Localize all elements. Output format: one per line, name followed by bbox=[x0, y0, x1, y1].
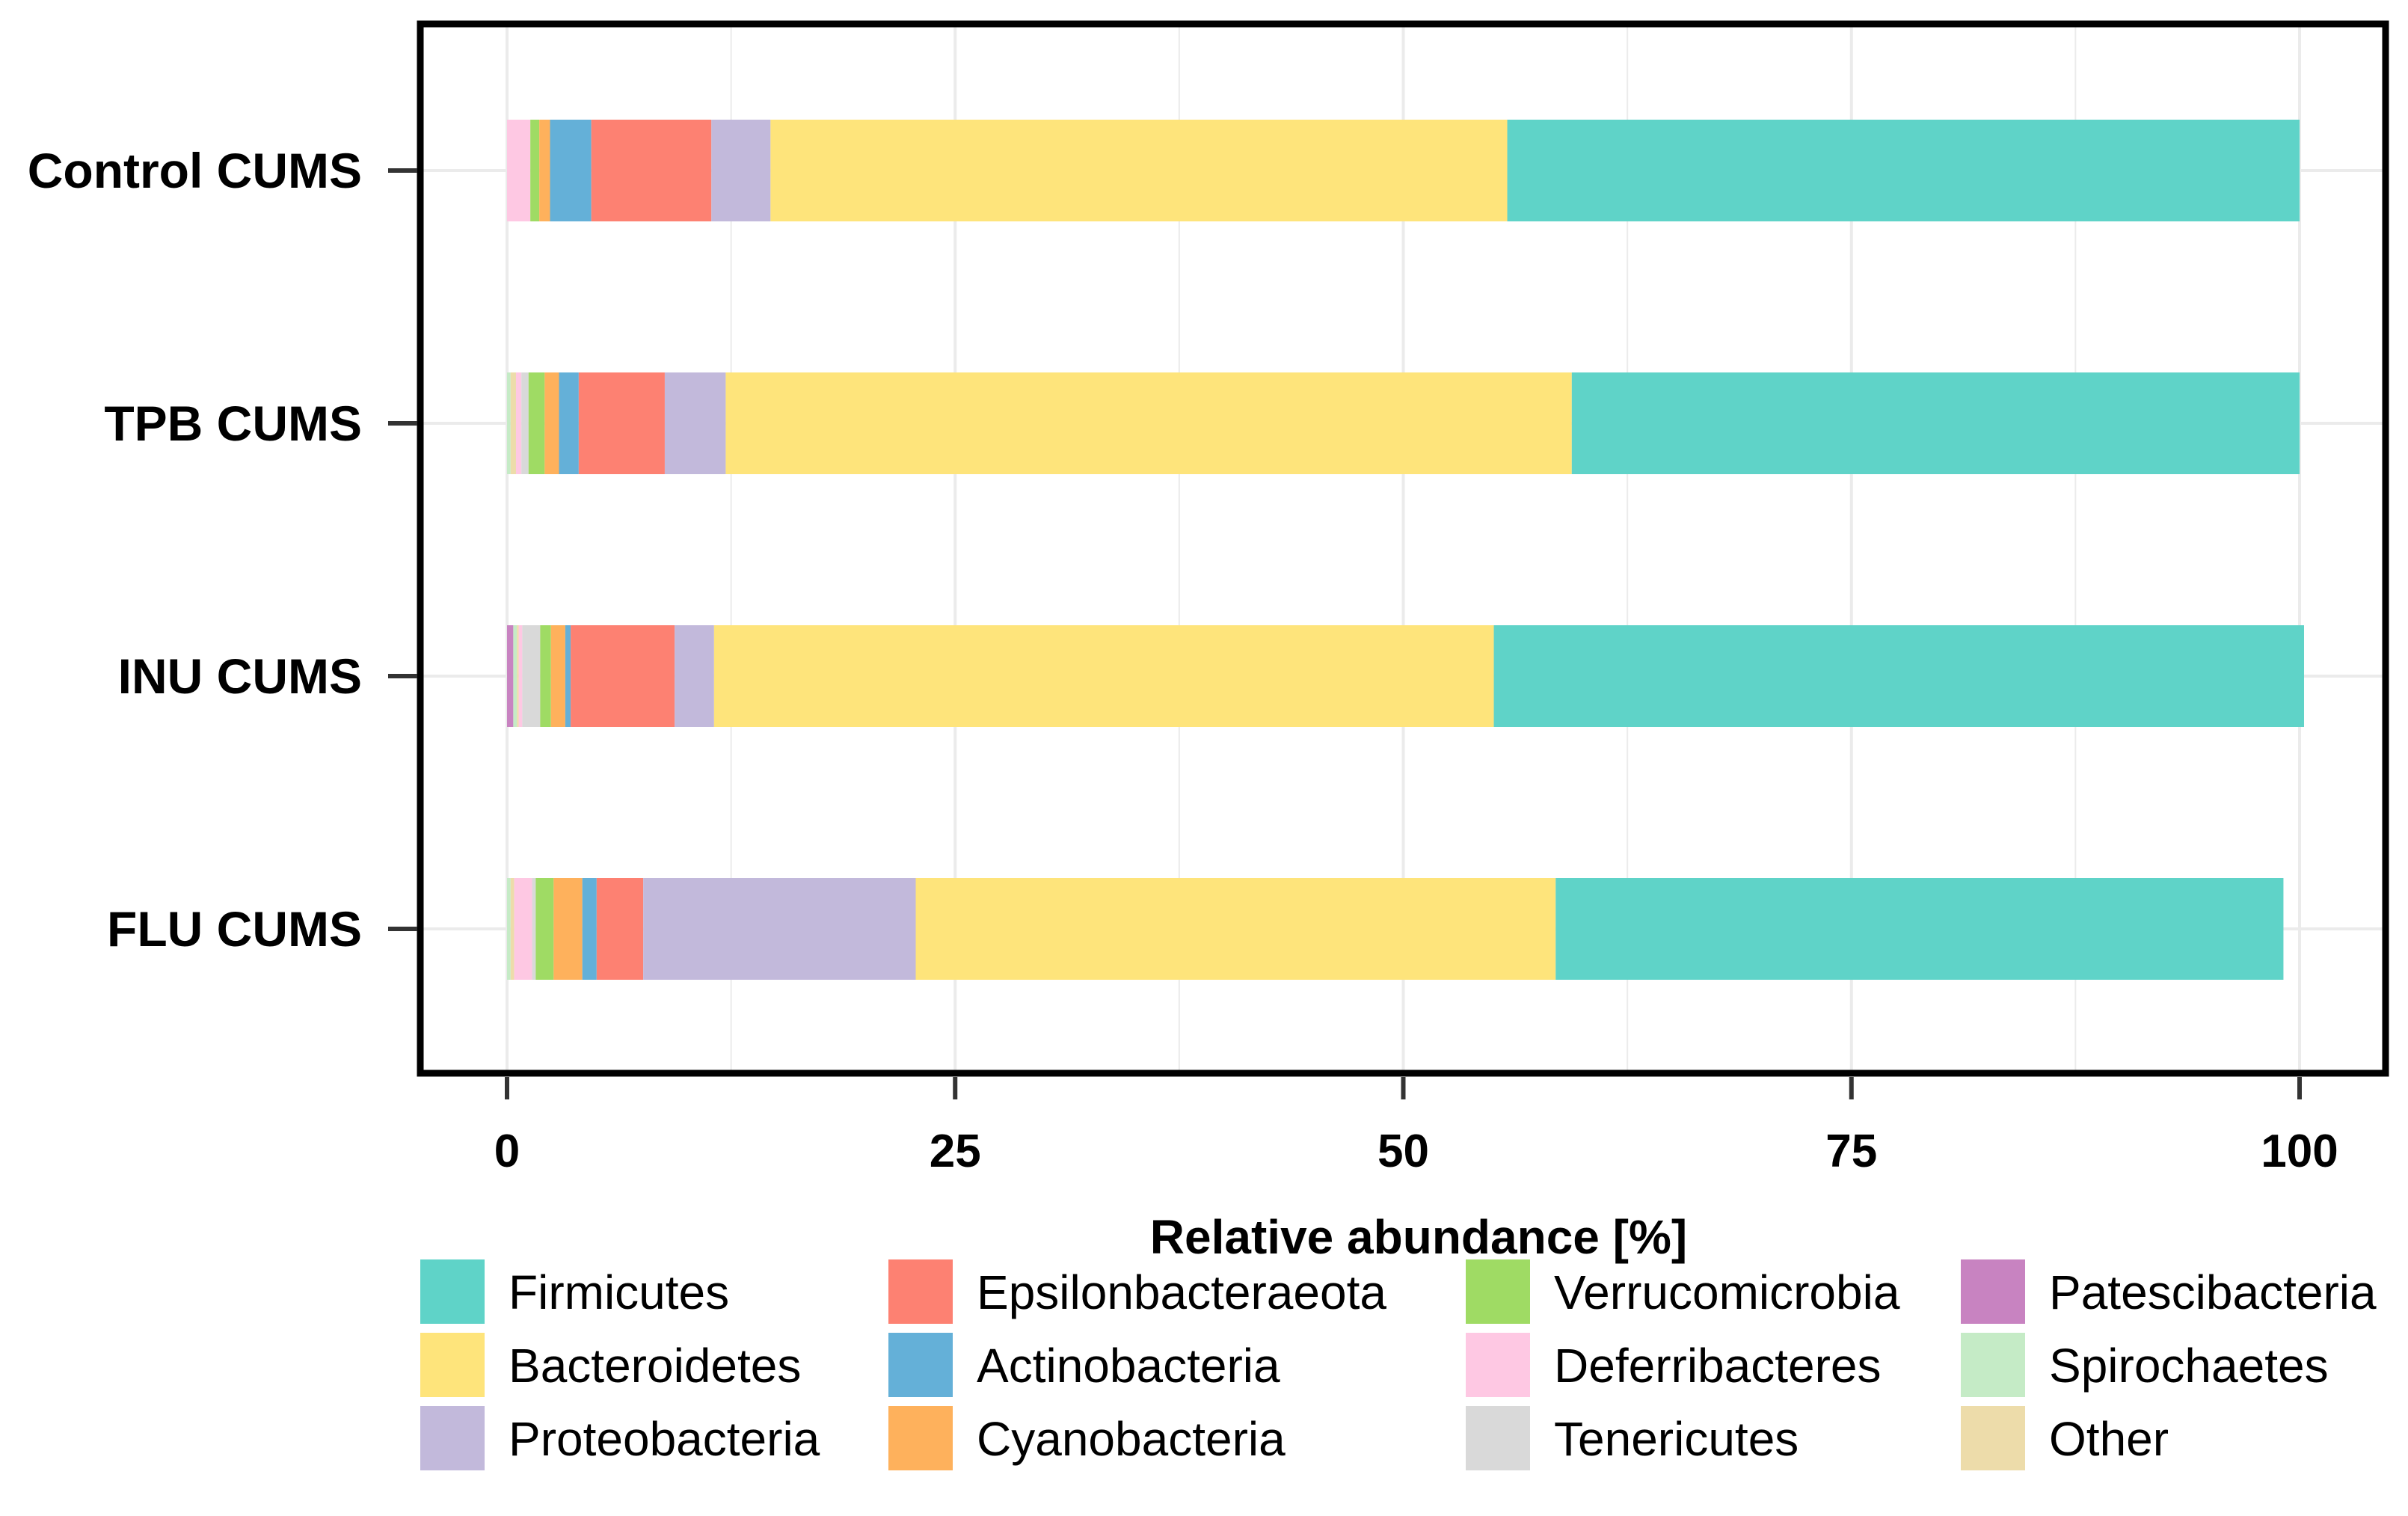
bar-segment-deferribacteres bbox=[518, 625, 523, 727]
bar-group-control-cums bbox=[507, 120, 2300, 221]
legend-item-cyanobacteria: Cyanobacteria bbox=[888, 1406, 1286, 1470]
bar-segment-verrucomicrobia bbox=[540, 625, 551, 727]
bar-segment-bacteroidetes bbox=[725, 372, 1572, 474]
legend-item-verrucomicrobia: Verrucomicrobia bbox=[1466, 1259, 1900, 1324]
bar-segment-other bbox=[510, 372, 516, 474]
bar-segment-cyanobacteria bbox=[539, 120, 550, 221]
legend-label: Deferribacteres bbox=[1554, 1339, 1882, 1393]
bar-segment-firmicutes bbox=[1507, 120, 2300, 221]
bars bbox=[507, 120, 2304, 980]
bar-group-tpb-cums bbox=[507, 372, 2300, 474]
bar-segment-proteobacteria bbox=[711, 120, 771, 221]
legend-label: Proteobacteria bbox=[509, 1412, 820, 1466]
legend-swatch bbox=[420, 1333, 485, 1397]
bar-segment-spirochaetes bbox=[507, 878, 511, 980]
legend-swatch bbox=[1961, 1259, 2025, 1324]
bar-segment-actinobacteria bbox=[565, 625, 571, 727]
legend-label: Cyanobacteria bbox=[977, 1412, 1286, 1466]
bar-segment-firmicutes bbox=[1493, 625, 2304, 727]
x-axis-title: Relative abundance [%] bbox=[1150, 1210, 1687, 1264]
y-tick-label: FLU CUMS bbox=[107, 901, 362, 957]
y-tick-label: Control CUMS bbox=[28, 143, 362, 198]
bar-segment-actinobacteria bbox=[550, 120, 592, 221]
bar-segment-firmicutes bbox=[1571, 372, 2300, 474]
x-tick-label: 0 bbox=[494, 1126, 520, 1177]
legend-item-proteobacteria: Proteobacteria bbox=[420, 1406, 820, 1470]
bar-segment-tenericutes bbox=[521, 372, 529, 474]
bar-segment-tenericutes bbox=[532, 878, 536, 980]
legend-swatch bbox=[420, 1406, 485, 1470]
bar-segment-actinobacteria bbox=[582, 878, 597, 980]
bar-segment-patescibacteria bbox=[507, 625, 514, 727]
legend-swatch bbox=[1466, 1259, 1530, 1324]
bar-segment-other bbox=[510, 878, 515, 980]
legend-label: Bacteroidetes bbox=[509, 1339, 801, 1393]
bar-segment-cyanobacteria bbox=[544, 372, 559, 474]
legend-item-spirochaetes: Spirochaetes bbox=[1961, 1333, 2329, 1397]
legend-label: Other bbox=[2049, 1412, 2169, 1466]
legend: Firmicutes Bacteroidetes Proteobacteria Eps… bbox=[420, 1259, 2377, 1470]
legend-item-bacteroidetes: Bacteroidetes bbox=[420, 1333, 801, 1397]
y-axis: Control CUMS TPB CUMS INU CUMS FLU CUMS bbox=[28, 143, 417, 957]
bar-segment-tenericutes bbox=[522, 625, 541, 727]
legend-label: Actinobacteria bbox=[977, 1339, 1280, 1393]
bar-segment-cyanobacteria bbox=[553, 878, 583, 980]
bar-segment-bacteroidetes bbox=[915, 878, 1556, 980]
bar-segment-other bbox=[517, 625, 519, 727]
legend-swatch bbox=[420, 1259, 485, 1324]
bar-segment-cyanobacteria bbox=[550, 625, 565, 727]
bar-segment-epsilonbacteraeota bbox=[591, 120, 712, 221]
x-tick-label: 100 bbox=[2261, 1126, 2338, 1177]
bar-segment-bacteroidetes bbox=[713, 625, 1494, 727]
legend-item-firmicutes: Firmicutes bbox=[420, 1259, 729, 1324]
legend-label: Spirochaetes bbox=[2049, 1339, 2329, 1393]
legend-item-actinobacteria: Actinobacteria bbox=[888, 1333, 1280, 1397]
bar-segment-verrucomicrobia bbox=[530, 120, 540, 221]
legend-swatch bbox=[1466, 1406, 1530, 1470]
legend-item-tenericutes: Tenericutes bbox=[1466, 1406, 1799, 1470]
y-tick-label: INU CUMS bbox=[118, 648, 362, 704]
bar-segment-deferribacteres bbox=[515, 372, 522, 474]
legend-swatch bbox=[888, 1333, 953, 1397]
x-tick-label: 25 bbox=[930, 1126, 981, 1177]
legend-label: Verrucomicrobia bbox=[1554, 1265, 1900, 1319]
bar-segment-proteobacteria bbox=[675, 625, 714, 727]
legend-label: Tenericutes bbox=[1554, 1412, 1799, 1466]
x-tick-label: 50 bbox=[1377, 1126, 1429, 1177]
legend-label: Patescibacteria bbox=[2049, 1265, 2377, 1319]
bar-group-flu-cums bbox=[507, 878, 2284, 980]
legend-item-epsilonbacteraeota: Epsilonbacteraeota bbox=[888, 1259, 1386, 1324]
legend-swatch bbox=[1961, 1333, 2025, 1397]
legend-swatch bbox=[888, 1259, 953, 1324]
bar-segment-spirochaetes bbox=[513, 625, 517, 727]
legend-item-other: Other bbox=[1961, 1406, 2169, 1470]
legend-swatch bbox=[888, 1406, 953, 1470]
legend-item-patescibacteria: Patescibacteria bbox=[1961, 1259, 2377, 1324]
legend-swatch bbox=[1466, 1333, 1530, 1397]
x-axis: 0 25 50 75 100 bbox=[494, 1077, 2338, 1177]
bar-segment-epsilonbacteraeota bbox=[578, 372, 665, 474]
bar-segment-proteobacteria bbox=[643, 878, 916, 980]
x-tick-label: 75 bbox=[1825, 1126, 1877, 1177]
bar-segment-bacteroidetes bbox=[770, 120, 1508, 221]
bar-segment-epsilonbacteraeota bbox=[571, 625, 675, 727]
legend-label: Firmicutes bbox=[509, 1265, 729, 1319]
plot-frame bbox=[417, 20, 2389, 1077]
legend-label: Epsilonbacteraeota bbox=[977, 1265, 1386, 1319]
bar-group-inu-cums bbox=[507, 625, 2304, 727]
y-tick-label: TPB CUMS bbox=[104, 396, 362, 451]
bar-segment-epsilonbacteraeota bbox=[596, 878, 644, 980]
bar-segment-deferribacteres bbox=[514, 878, 532, 980]
legend-swatch bbox=[1961, 1406, 2025, 1470]
bar-segment-actinobacteria bbox=[559, 372, 579, 474]
bar-segment-verrucomicrobia bbox=[535, 878, 554, 980]
legend-item-deferribacteres: Deferribacteres bbox=[1466, 1333, 1882, 1397]
bar-segment-spirochaetes bbox=[507, 372, 511, 474]
bar-segment-verrucomicrobia bbox=[528, 372, 545, 474]
bar-segment-firmicutes bbox=[1555, 878, 2284, 980]
bar-segment-deferribacteres bbox=[507, 120, 531, 221]
bar-segment-proteobacteria bbox=[664, 372, 726, 474]
